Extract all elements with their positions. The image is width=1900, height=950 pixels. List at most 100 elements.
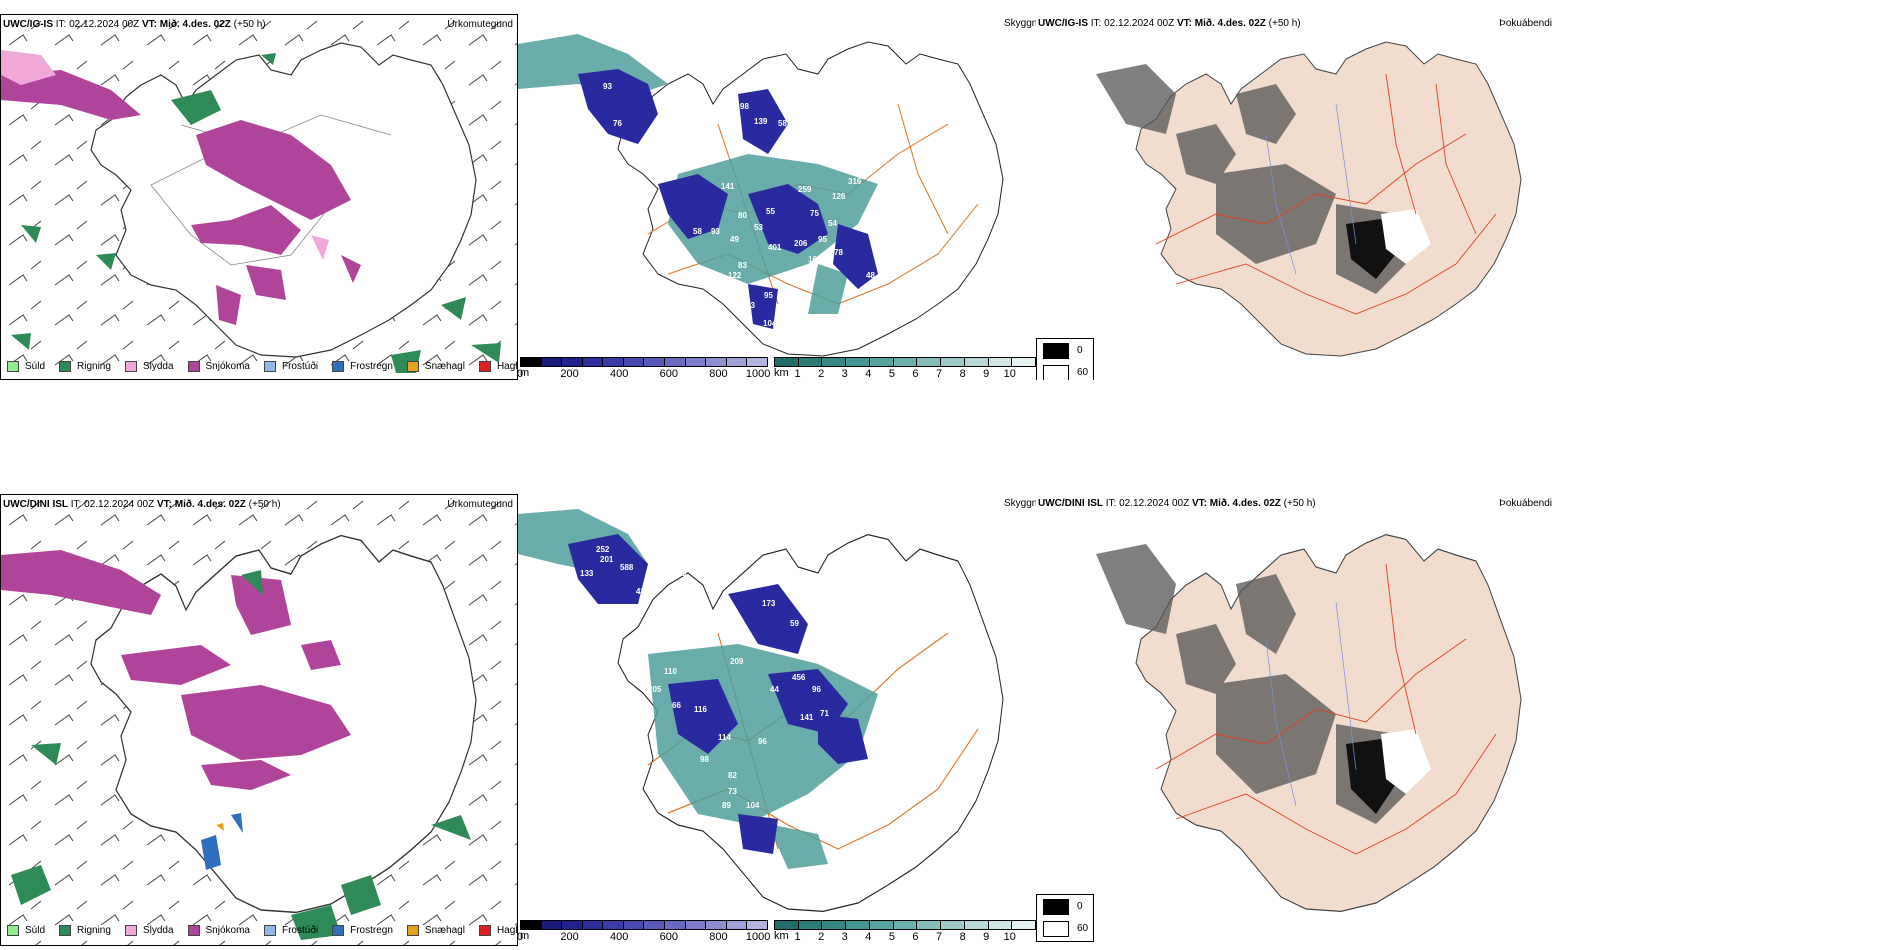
svg-text:44: 44 bbox=[770, 685, 779, 694]
svg-text:82: 82 bbox=[728, 771, 737, 780]
svg-text:87: 87 bbox=[818, 615, 827, 624]
vt-label: VT: bbox=[141, 19, 157, 30]
precip-legend: Súld Rigning Slydda Snjókoma Frostúði Fr… bbox=[7, 925, 517, 936]
ceiling-labels: 252 201 588 133 43 85 753 173 59 87 185 … bbox=[580, 545, 868, 810]
legend-item: Rigning bbox=[59, 925, 111, 936]
svg-text:95: 95 bbox=[764, 291, 773, 300]
vt-label: VT: bbox=[1176, 18, 1192, 29]
legend-item: Snæhagl bbox=[406, 925, 465, 936]
visibility-colorbar: 1 2 3 4 5 6 7 8 9 10 km bbox=[774, 920, 1036, 944]
it-label: IT: bbox=[1090, 18, 1102, 29]
vt-value: Mið. 4.des. 02Z bbox=[174, 499, 246, 510]
svg-text:139: 139 bbox=[754, 117, 768, 126]
svg-text:85: 85 bbox=[653, 599, 662, 608]
legend-item: Frostúði bbox=[263, 925, 318, 936]
it-value: 02.12.2024 00Z bbox=[84, 499, 155, 510]
svg-text:96: 96 bbox=[812, 685, 821, 694]
svg-text:173: 173 bbox=[762, 599, 776, 608]
svg-text:66: 66 bbox=[672, 701, 681, 710]
it-label: IT: bbox=[55, 19, 67, 30]
visibility-panel-bottom: 252 201 588 133 43 85 753 173 59 87 185 … bbox=[518, 494, 1036, 946]
svg-text:54: 54 bbox=[828, 219, 837, 228]
svg-text:95: 95 bbox=[818, 235, 827, 244]
fog-index-map-top bbox=[1096, 41, 1522, 357]
svg-text:73: 73 bbox=[728, 787, 737, 796]
visibility-title: Skyggni bbox=[1004, 498, 1036, 509]
precip-type-panel-top: UWC/IG-IS IT: 02.12.2024 00Z VT: Mið. 4.… bbox=[0, 14, 518, 380]
ceiling-unit: m bbox=[520, 930, 530, 942]
svg-text:104: 104 bbox=[746, 801, 760, 810]
svg-text:93: 93 bbox=[603, 82, 612, 91]
model-name: UWC/DINI ISL bbox=[1038, 498, 1103, 509]
ceiling-colorbar: 0 200 400 600 800 1000 m bbox=[518, 920, 770, 944]
svg-text:75: 75 bbox=[810, 209, 819, 218]
fog-index-panel-top: UWC/IG-IS IT: 02.12.2024 00Z VT: Mið. 4.… bbox=[1036, 14, 1554, 380]
lead-time: (+50 h) bbox=[1268, 18, 1301, 29]
panel-header: UWC/DINI ISL IT: 02.12.2024 00Z VT: Mið.… bbox=[1038, 498, 1316, 509]
precip-type-map-bottom bbox=[1, 495, 517, 945]
svg-text:58: 58 bbox=[693, 227, 702, 236]
ceiling-unit: m bbox=[520, 367, 530, 379]
legend-item: Snæhagl bbox=[406, 361, 465, 372]
fog-title: Þokuábendi bbox=[1499, 498, 1552, 509]
svg-text:98: 98 bbox=[700, 755, 709, 764]
legend-item: Rigning bbox=[59, 361, 111, 372]
model-name: UWC/DINI ISL bbox=[3, 499, 68, 510]
vt-label: VT: bbox=[156, 499, 172, 510]
vt-value: Mið. 4.des. 02Z bbox=[1194, 18, 1266, 29]
svg-text:456: 456 bbox=[792, 673, 806, 682]
legend-item: Haglél bbox=[478, 925, 517, 936]
svg-text:122: 122 bbox=[728, 271, 742, 280]
svg-text:89: 89 bbox=[722, 801, 731, 810]
svg-text:101: 101 bbox=[794, 152, 808, 161]
visibility-map-bottom: 252 201 588 133 43 85 753 173 59 87 185 … bbox=[518, 509, 1004, 913]
visibility-unit: km bbox=[774, 930, 789, 942]
svg-text:116: 116 bbox=[694, 705, 707, 714]
legend-item: Frostregn bbox=[332, 361, 393, 372]
svg-text:83: 83 bbox=[738, 261, 747, 270]
legend-item: Snjókoma bbox=[187, 925, 250, 936]
precip-legend: Súld Rigning Slydda Snjókoma Frostúði Fr… bbox=[7, 361, 517, 372]
it-value: 02.12.2024 00Z bbox=[69, 19, 140, 30]
it-value: 02.12.2024 00Z bbox=[1104, 18, 1175, 29]
legend-item: Súld bbox=[7, 925, 45, 936]
ceiling-colorbar: 0 200 400 600 800 1000 m bbox=[518, 357, 770, 380]
svg-text:114: 114 bbox=[718, 733, 731, 742]
legend-item: Snjókoma bbox=[187, 361, 250, 372]
svg-text:93: 93 bbox=[711, 227, 720, 236]
legend-item: Frostregn bbox=[332, 925, 393, 936]
it-label: IT: bbox=[1105, 498, 1117, 509]
svg-text:201: 201 bbox=[600, 555, 614, 564]
svg-text:96: 96 bbox=[758, 737, 767, 746]
precip-title: Úrkomutegund bbox=[447, 19, 513, 30]
visibility-panel-top: 93 100 76 98 139 58 222 101 316 259 126 … bbox=[518, 14, 1036, 380]
legend-item: Haglél bbox=[478, 361, 517, 372]
svg-text:49: 49 bbox=[730, 235, 739, 244]
svg-text:206: 206 bbox=[794, 239, 808, 248]
svg-text:55: 55 bbox=[766, 207, 775, 216]
svg-text:401: 401 bbox=[768, 243, 782, 252]
legend-item: Súld bbox=[7, 361, 45, 372]
svg-text:252: 252 bbox=[596, 545, 610, 554]
lead-time: (+50 h) bbox=[248, 499, 281, 510]
svg-text:48: 48 bbox=[866, 271, 875, 280]
svg-text:100: 100 bbox=[578, 117, 592, 126]
svg-text:104: 104 bbox=[763, 319, 777, 328]
fog-title: Þokuábendi bbox=[1499, 18, 1552, 29]
ceiling-labels: 93 100 76 98 139 58 222 101 316 259 126 … bbox=[578, 82, 875, 328]
vt-label: VT: bbox=[1191, 498, 1207, 509]
vt-value: Mið. 4.des. 02Z bbox=[1209, 498, 1281, 509]
precip-title: Úrkomutegund bbox=[447, 499, 513, 510]
model-name: UWC/IG-IS bbox=[1038, 18, 1088, 29]
panel-header: UWC/IG-IS IT: 02.12.2024 00Z VT: Mið. 4.… bbox=[1038, 18, 1301, 29]
svg-text:98: 98 bbox=[740, 102, 749, 111]
visibility-map-top: 93 100 76 98 139 58 222 101 316 259 126 … bbox=[518, 34, 1004, 357]
panel-header: UWC/DINI ISL IT: 02.12.2024 00Z VT: Mið.… bbox=[3, 499, 281, 510]
fog-legend: 0 60 bbox=[1036, 894, 1094, 942]
visibility-unit: km bbox=[774, 367, 789, 379]
fog-index-panel-bottom: UWC/DINI ISL IT: 02.12.2024 00Z VT: Mið.… bbox=[1036, 494, 1554, 946]
svg-text:316: 316 bbox=[848, 177, 862, 186]
it-value: 02.12.2024 00Z bbox=[1119, 498, 1190, 509]
svg-text:110: 110 bbox=[664, 667, 677, 676]
ceiling-colorbar-swatches bbox=[520, 357, 768, 367]
